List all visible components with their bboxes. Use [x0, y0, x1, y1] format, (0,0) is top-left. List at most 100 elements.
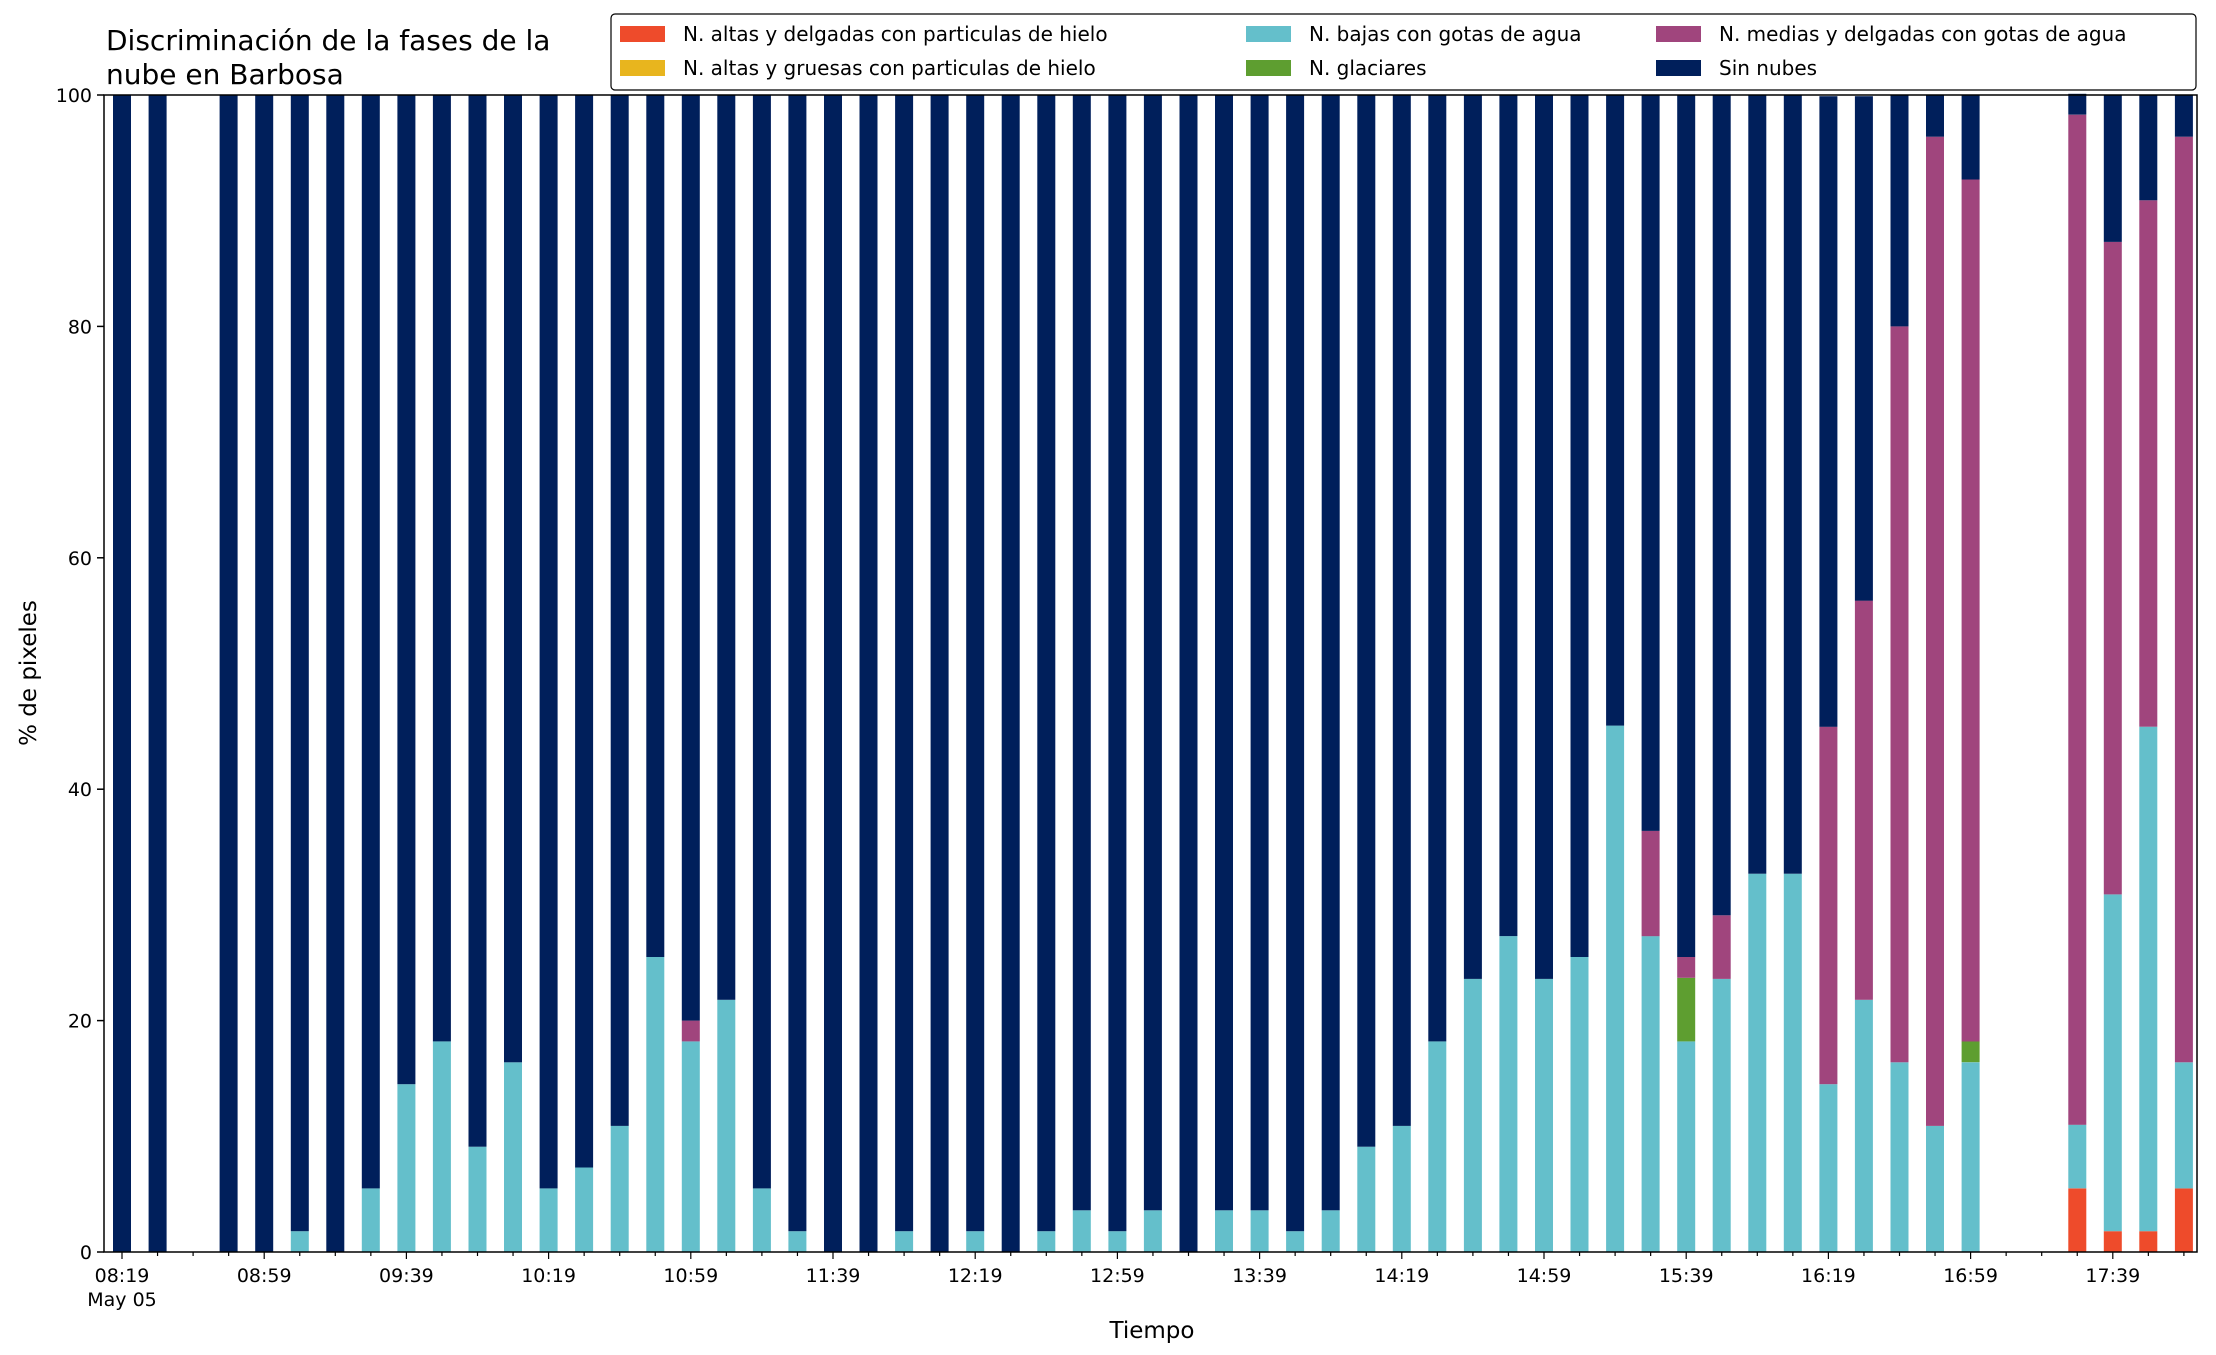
bar-segment: [2174, 1188, 2193, 1252]
legend-frame: [610, 13, 2197, 91]
x-tick-label-line: 10:19: [521, 1265, 576, 1287]
x-tick-label-line: 09:39: [379, 1265, 434, 1287]
x-tick-label-line: 11:39: [806, 1265, 861, 1287]
bar-segment: [1641, 95, 1660, 831]
y-tick-label: 0: [80, 1242, 92, 1264]
bar-segment: [1357, 95, 1376, 1147]
x-tick-label-line: 15:39: [1659, 1265, 1714, 1287]
bar-segment: [1783, 95, 1802, 874]
x-tick-label-line: 12:19: [948, 1265, 1003, 1287]
bar-segment: [681, 1041, 700, 1252]
bar-segment: [255, 95, 274, 1252]
x-tick-label: 11:39: [806, 1265, 861, 1287]
bar-segment: [575, 1167, 594, 1252]
bar-segment: [2139, 200, 2158, 727]
bar-segment: [2103, 95, 2122, 242]
x-tick-label-line: 12:59: [1090, 1265, 1145, 1287]
bar-segment: [1854, 999, 1873, 1252]
bar-segment: [2103, 1231, 2122, 1252]
bar-segment: [575, 95, 594, 1168]
bar-segment: [1570, 95, 1589, 957]
bar-segment: [752, 1188, 771, 1252]
chart-title-line-1: Discriminación de la fases de la: [106, 24, 550, 57]
bar-segment: [1215, 95, 1233, 1211]
bar-segment: [397, 1084, 416, 1252]
chart-title-line-2: nube en Barbosa: [106, 58, 344, 91]
x-tick-label-line: 08:19: [95, 1265, 150, 1287]
x-tick-label-line: 14:19: [1374, 1265, 1429, 1287]
x-tick-label-line: 08:59: [237, 1265, 292, 1287]
bar-segment: [1677, 95, 1696, 957]
x-tick-label: 08:19 May 05: [87, 1265, 157, 1311]
x-tick-label-line: 16:19: [1801, 1265, 1856, 1287]
bar-segment: [1037, 95, 1056, 1232]
x-axis: 08:19 May 05 08:59 09:39 10:19 10:59 11:39 12:1…: [87, 1252, 2185, 1311]
bar-segment: [2068, 1188, 2087, 1252]
legend-swatch: [1656, 26, 1701, 42]
x-tick-label-line: 16:59: [1943, 1265, 1998, 1287]
bar-segment: [1357, 1146, 1376, 1252]
bar-segment: [290, 95, 309, 1232]
bar-segment: [2068, 93, 2087, 115]
x-tick-label: 17:39: [2085, 1265, 2140, 1287]
x-tick-label: 10:19: [521, 1265, 576, 1287]
legend-label: N. bajas con gotas de agua: [1309, 22, 1582, 46]
bar-segment: [717, 999, 736, 1252]
bar-segment: [2068, 114, 2087, 1125]
bar-segment: [1428, 95, 1447, 1042]
bar-segment: [1748, 873, 1767, 1252]
bar-segment: [468, 1146, 487, 1252]
bar-segment: [824, 95, 842, 1252]
bar-segment: [2174, 1062, 2193, 1189]
bar-segment: [2174, 136, 2193, 1063]
y-axis: 0 20 40 60 80 100: [56, 85, 104, 1264]
bar-segment: [1961, 179, 1980, 1042]
bar-segment: [1890, 1062, 1909, 1252]
bar-segment: [1677, 957, 1696, 978]
x-tick-label: 14:19: [1374, 1265, 1429, 1287]
x-tick-label: 12:59: [1090, 1265, 1145, 1287]
bar-segment: [1606, 725, 1625, 1252]
bar-segment: [432, 1041, 451, 1252]
bar-segment: [1143, 1210, 1162, 1252]
legend-swatch: [1246, 26, 1291, 42]
bar-segment: [1890, 326, 1909, 1063]
bar-segment: [2103, 894, 2122, 1232]
legend-label: Sin nubes: [1719, 56, 1817, 80]
bar-segment: [1641, 936, 1660, 1252]
bar-segment: [1143, 95, 1162, 1211]
bar-segment: [1463, 978, 1482, 1252]
x-tick-label-line: 10:59: [663, 1265, 718, 1287]
bar-segment: [1215, 1210, 1233, 1252]
bar-segment: [1819, 1084, 1838, 1252]
bar-segment: [1001, 95, 1020, 1252]
bar-segment: [2068, 1124, 2087, 1189]
bar-segment: [468, 95, 487, 1147]
bar-segment: [1108, 95, 1127, 1232]
legend-label: N. glaciares: [1309, 56, 1427, 80]
y-tick-label: 20: [68, 1011, 92, 1033]
x-tick-label: 12:19: [948, 1265, 1003, 1287]
bar-segment: [2139, 95, 2158, 201]
bar-segment: [646, 957, 665, 1252]
x-axis-label: Tiempo: [1109, 1318, 1195, 1344]
bar-segment: [361, 1188, 380, 1252]
bar-segment: [966, 95, 985, 1232]
x-tick-label: 09:39: [379, 1265, 434, 1287]
bar-segment: [788, 95, 807, 1232]
bar-segment: [2139, 726, 2158, 1232]
bar-segment: [1926, 95, 1944, 137]
bar-segment: [1961, 95, 1980, 180]
bar-segment: [2139, 1231, 2158, 1252]
bar-segment: [1535, 978, 1553, 1252]
y-tick-label: 80: [68, 316, 92, 338]
bar-segment: [1854, 600, 1873, 1000]
bar-segment: [1570, 957, 1589, 1252]
bar-segment: [219, 95, 238, 1252]
bar-segment: [290, 1231, 309, 1252]
y-tick-label: 100: [56, 85, 92, 107]
bar-segment: [504, 95, 522, 1063]
bar-segment: [1428, 1041, 1447, 1252]
x-tick-label-line: 14:59: [1517, 1265, 1572, 1287]
bar-segment: [681, 1020, 700, 1042]
